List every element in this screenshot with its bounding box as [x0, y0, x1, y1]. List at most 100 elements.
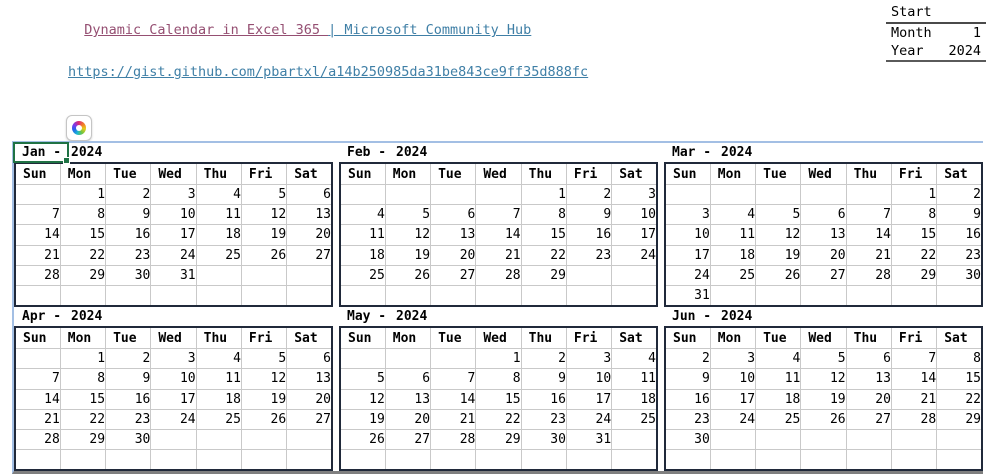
- day-cell[interactable]: 2: [520, 348, 567, 370]
- day-cell[interactable]: [709, 183, 757, 206]
- day-cell[interactable]: 16: [105, 224, 152, 246]
- day-cell[interactable]: 4: [195, 348, 242, 370]
- day-header-cell[interactable]: Mon: [59, 326, 107, 350]
- day-cell[interactable]: 1: [59, 183, 107, 206]
- day-cell[interactable]: 20: [286, 388, 333, 410]
- month-name-cell-jun[interactable]: Jun -: [672, 309, 712, 325]
- day-cell[interactable]: [14, 183, 61, 206]
- day-cell[interactable]: [800, 183, 847, 206]
- day-cell[interactable]: 16: [936, 224, 983, 246]
- day-cell[interactable]: 5: [800, 348, 847, 370]
- day-cell[interactable]: 7: [14, 368, 61, 390]
- day-cell[interactable]: 23: [936, 244, 983, 266]
- day-cell[interactable]: [105, 284, 152, 307]
- day-cell[interactable]: 11: [195, 204, 242, 226]
- day-cell[interactable]: 30: [936, 264, 983, 286]
- day-cell[interactable]: 30: [105, 264, 152, 286]
- day-cell[interactable]: 30: [105, 428, 152, 451]
- day-cell[interactable]: 12: [240, 204, 288, 226]
- day-cell[interactable]: 5: [240, 183, 288, 206]
- day-cell[interactable]: 5: [755, 204, 802, 226]
- month-name-cell-apr[interactable]: Apr -: [22, 309, 62, 325]
- day-cell[interactable]: [611, 428, 658, 451]
- day-cell[interactable]: [430, 183, 477, 206]
- day-cell[interactable]: 28: [14, 264, 61, 286]
- day-cell[interactable]: 25: [339, 264, 386, 286]
- day-cell[interactable]: 23: [520, 408, 567, 430]
- day-cell[interactable]: 14: [14, 224, 61, 246]
- day-cell[interactable]: 15: [890, 224, 938, 246]
- day-cell[interactable]: 6: [430, 204, 477, 226]
- day-cell[interactable]: 8: [59, 204, 107, 226]
- day-cell[interactable]: 26: [384, 264, 432, 286]
- day-cell[interactable]: 11: [339, 224, 386, 246]
- day-cell[interactable]: 2: [565, 183, 613, 206]
- day-header-cell[interactable]: Sun: [14, 162, 61, 185]
- day-cell[interactable]: [475, 183, 522, 206]
- month-name-cell-mar[interactable]: Mar -: [672, 145, 712, 160]
- day-cell[interactable]: 17: [150, 224, 197, 246]
- day-cell[interactable]: 5: [339, 368, 386, 390]
- day-cell[interactable]: [286, 428, 333, 451]
- day-cell[interactable]: 21: [845, 244, 892, 266]
- day-cell[interactable]: 2: [936, 183, 983, 206]
- day-header-cell[interactable]: Fri: [890, 326, 938, 350]
- day-header-cell[interactable]: Tue: [755, 162, 802, 185]
- day-cell[interactable]: 21: [475, 244, 522, 266]
- month-year-cell-mar[interactable]: 2024: [721, 145, 753, 160]
- day-cell[interactable]: [339, 284, 386, 307]
- day-cell[interactable]: 19: [800, 388, 847, 410]
- day-cell[interactable]: 31: [150, 264, 197, 286]
- day-header-cell[interactable]: Mon: [59, 162, 107, 185]
- day-cell[interactable]: 15: [520, 224, 567, 246]
- day-cell[interactable]: [565, 264, 613, 286]
- day-cell[interactable]: 11: [755, 368, 802, 390]
- day-cell[interactable]: 17: [150, 388, 197, 410]
- day-cell[interactable]: [384, 183, 432, 206]
- day-cell[interactable]: 26: [240, 244, 288, 266]
- day-cell[interactable]: 25: [195, 408, 242, 430]
- day-header-cell[interactable]: Fri: [565, 162, 613, 185]
- day-cell[interactable]: 9: [520, 368, 567, 390]
- day-cell[interactable]: [800, 428, 847, 451]
- day-cell[interactable]: 21: [890, 388, 938, 410]
- day-cell[interactable]: 13: [845, 368, 892, 390]
- day-cell[interactable]: 19: [339, 408, 386, 430]
- day-cell[interactable]: 13: [286, 368, 333, 390]
- day-cell[interactable]: 18: [755, 388, 802, 410]
- day-cell[interactable]: 10: [611, 204, 658, 226]
- day-cell[interactable]: 14: [430, 388, 477, 410]
- day-cell[interactable]: 3: [150, 183, 197, 206]
- day-cell[interactable]: 4: [611, 348, 658, 370]
- day-header-cell[interactable]: Wed: [475, 326, 522, 350]
- day-header-cell[interactable]: Fri: [890, 162, 938, 185]
- day-cell[interactable]: 13: [384, 388, 432, 410]
- day-header-cell[interactable]: Fri: [240, 326, 288, 350]
- day-cell[interactable]: 18: [339, 244, 386, 266]
- day-cell[interactable]: 20: [384, 408, 432, 430]
- day-cell[interactable]: [845, 183, 892, 206]
- day-cell[interactable]: 28: [475, 264, 522, 286]
- day-cell[interactable]: 29: [936, 408, 983, 430]
- day-cell[interactable]: 5: [240, 348, 288, 370]
- day-cell[interactable]: 1: [890, 183, 938, 206]
- day-cell[interactable]: 24: [709, 408, 757, 430]
- day-header-cell[interactable]: Wed: [800, 326, 847, 350]
- day-cell[interactable]: 8: [475, 368, 522, 390]
- day-cell[interactable]: [14, 284, 61, 307]
- day-cell[interactable]: 5: [384, 204, 432, 226]
- day-cell[interactable]: 9: [936, 204, 983, 226]
- day-header-cell[interactable]: Wed: [150, 326, 197, 350]
- month-year-cell-apr[interactable]: 2024: [71, 309, 103, 325]
- day-cell[interactable]: 26: [339, 428, 386, 451]
- day-header-cell[interactable]: Wed: [800, 162, 847, 185]
- day-cell[interactable]: 22: [59, 244, 107, 266]
- day-cell[interactable]: 7: [475, 204, 522, 226]
- day-cell[interactable]: 20: [845, 388, 892, 410]
- day-cell[interactable]: 1: [475, 348, 522, 370]
- day-cell[interactable]: 27: [286, 244, 333, 266]
- day-cell[interactable]: 27: [800, 264, 847, 286]
- day-cell[interactable]: 10: [709, 368, 757, 390]
- day-header-cell[interactable]: Sun: [664, 326, 711, 350]
- day-cell[interactable]: 7: [430, 368, 477, 390]
